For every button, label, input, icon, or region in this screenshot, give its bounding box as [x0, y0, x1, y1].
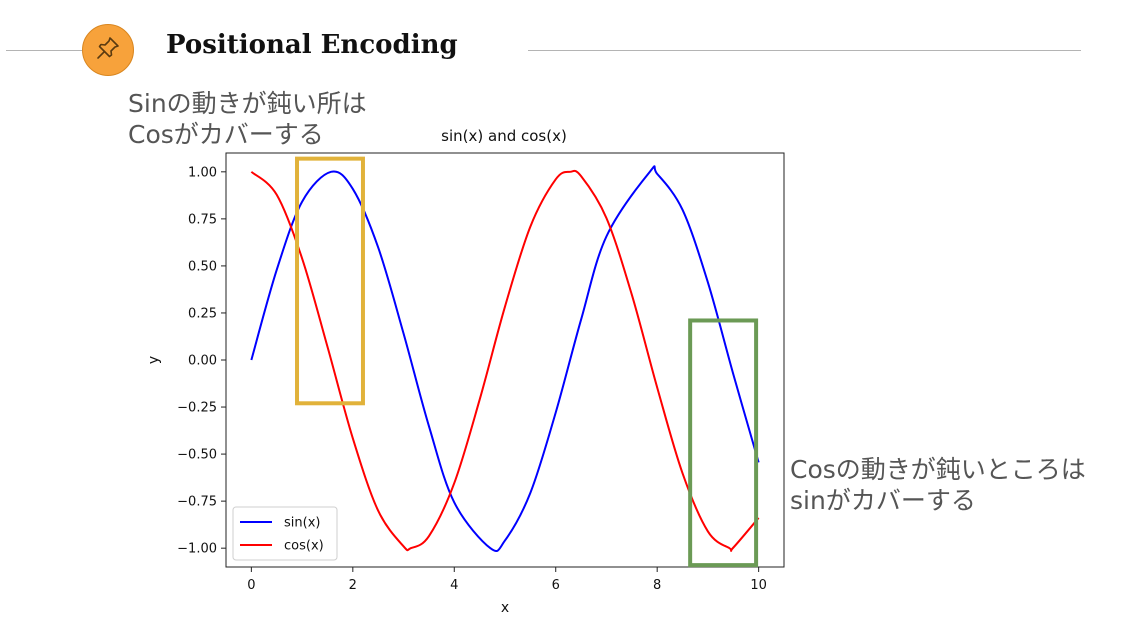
legend-label: sin(x): [284, 516, 320, 531]
header-rule-right: [528, 50, 1081, 51]
x-axis-label: x: [501, 600, 509, 616]
y-tick-label: 0.25: [188, 306, 217, 321]
series-line-sin: [250, 165, 760, 552]
chart-legend: sin(x) cos(x): [232, 506, 338, 561]
annotation-right-line1: Cosの動きが鈍いところは: [790, 455, 1086, 484]
y-tick-label: 0.00: [188, 354, 217, 369]
legend-label: cos(x): [284, 539, 324, 554]
pin-badge: [82, 24, 134, 76]
annotation-left-line2: Cosがカバーする: [128, 120, 324, 149]
y-tick-label: 0.75: [188, 212, 217, 227]
x-tick-label: 6: [552, 578, 560, 593]
x-tick-label: 2: [349, 578, 357, 593]
annotation-left-line1: Sinの動きが鈍い所は: [128, 89, 367, 118]
y-tick-label: −1.00: [177, 542, 217, 557]
plot-area: [225, 152, 785, 568]
chart-title: sin(x) and cos(x): [441, 127, 567, 145]
y-tick-label: −0.25: [177, 401, 217, 416]
series-line-cos: [250, 169, 760, 552]
y-tick-label: −0.50: [177, 448, 217, 463]
highlight-box-left: [295, 156, 365, 406]
pushpin-icon: [94, 34, 122, 66]
y-axis-label: y: [146, 356, 162, 364]
highlight-box-right: [688, 318, 759, 568]
y-tick-label: 0.50: [188, 259, 217, 274]
y-tick-label: 1.00: [188, 165, 217, 180]
annotation-left: Sinの動きが鈍い所は Cosがカバーする: [128, 88, 367, 150]
x-tick-label: 0: [247, 578, 255, 593]
x-tick-label: 8: [653, 578, 661, 593]
annotation-right: Cosの動きが鈍いところは sinがカバーする: [790, 454, 1086, 516]
annotation-right-line2: sinがカバーする: [790, 486, 976, 515]
y-tick-label: −0.75: [177, 495, 217, 510]
x-tick-label: 4: [450, 578, 458, 593]
slide-title: Positional Encoding: [166, 30, 458, 60]
header-rule-left: [6, 50, 82, 51]
x-tick-label: 10: [750, 578, 767, 593]
